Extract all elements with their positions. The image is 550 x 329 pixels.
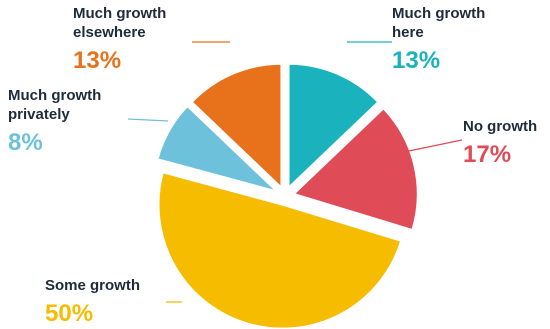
slice-label-0-line-0: Much growth xyxy=(392,5,485,22)
leader-line-3 xyxy=(127,118,169,122)
slice-label-3-line-0: Much growth xyxy=(8,87,101,104)
slice-value-4: 13% xyxy=(73,47,121,74)
slice-value-3: 8% xyxy=(8,129,43,156)
leader-line-1 xyxy=(403,139,463,153)
pie-slice-3 xyxy=(156,104,278,193)
slice-label-4-line-1: elsewhere xyxy=(73,24,146,41)
slice-value-2: 50% xyxy=(45,300,93,327)
slice-label-1-line-0: No growth xyxy=(463,118,537,135)
pie-slice-2 xyxy=(157,171,403,329)
slice-label-2-line-0: Some growth xyxy=(45,277,140,294)
pie-slice-4 xyxy=(190,62,283,191)
pie-slice-1 xyxy=(291,106,419,232)
slice-label-3-line-1: privately xyxy=(8,106,70,123)
slice-value-0: 13% xyxy=(392,47,440,74)
pie-slice-0 xyxy=(287,62,380,191)
slice-label-0-line-1: here xyxy=(392,24,424,41)
slice-label-4-line-0: Much growth xyxy=(73,5,166,22)
slice-value-1: 17% xyxy=(463,141,511,168)
